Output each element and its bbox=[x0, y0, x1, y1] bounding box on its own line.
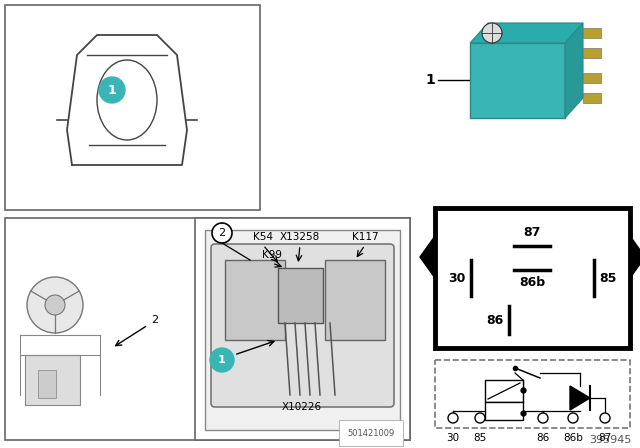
Text: 86: 86 bbox=[536, 433, 550, 443]
Text: 85: 85 bbox=[599, 271, 617, 284]
Polygon shape bbox=[470, 23, 583, 43]
Text: 30: 30 bbox=[448, 271, 466, 284]
Text: 395945: 395945 bbox=[589, 435, 632, 445]
Bar bbox=[583, 28, 601, 38]
Text: K99: K99 bbox=[262, 250, 282, 260]
Text: 85: 85 bbox=[474, 433, 486, 443]
Text: 1: 1 bbox=[108, 83, 116, 96]
Bar bbox=[205, 230, 400, 430]
Text: 87: 87 bbox=[598, 433, 612, 443]
Text: 1: 1 bbox=[425, 73, 435, 87]
Text: 30: 30 bbox=[447, 433, 460, 443]
FancyBboxPatch shape bbox=[211, 244, 394, 407]
Text: 1: 1 bbox=[218, 355, 226, 365]
Text: 86b: 86b bbox=[563, 433, 583, 443]
Bar bbox=[583, 93, 601, 103]
Bar bbox=[5, 218, 410, 440]
Polygon shape bbox=[570, 386, 590, 410]
Bar bbox=[38, 370, 56, 398]
Bar bbox=[195, 218, 410, 440]
Circle shape bbox=[27, 277, 83, 333]
Text: 87: 87 bbox=[524, 227, 541, 240]
Bar bbox=[470, 43, 565, 118]
Text: 501421009: 501421009 bbox=[348, 428, 395, 438]
Circle shape bbox=[99, 77, 125, 103]
Text: 86b: 86b bbox=[519, 276, 545, 289]
Bar bbox=[435, 360, 630, 428]
Circle shape bbox=[538, 413, 548, 423]
Circle shape bbox=[568, 413, 578, 423]
Circle shape bbox=[212, 223, 232, 243]
Bar bbox=[325, 260, 385, 340]
Bar bbox=[583, 73, 601, 83]
Text: K54: K54 bbox=[253, 232, 273, 242]
Bar bbox=[225, 260, 285, 340]
Bar bbox=[25, 355, 80, 405]
Text: X10226: X10226 bbox=[282, 402, 322, 412]
Bar bbox=[485, 380, 523, 402]
Ellipse shape bbox=[97, 60, 157, 140]
Text: X13258: X13258 bbox=[280, 232, 320, 242]
Text: 86: 86 bbox=[486, 314, 504, 327]
Polygon shape bbox=[565, 23, 583, 118]
Circle shape bbox=[448, 413, 458, 423]
Polygon shape bbox=[630, 236, 640, 278]
Polygon shape bbox=[420, 236, 435, 278]
Bar bbox=[278, 268, 323, 323]
Text: K117: K117 bbox=[352, 232, 378, 242]
Circle shape bbox=[475, 413, 485, 423]
Text: 2: 2 bbox=[152, 315, 159, 325]
Bar bbox=[5, 5, 260, 210]
Bar bbox=[485, 402, 523, 420]
Circle shape bbox=[210, 348, 234, 372]
Circle shape bbox=[45, 295, 65, 315]
Circle shape bbox=[482, 23, 502, 43]
Bar bbox=[435, 208, 630, 348]
Bar bbox=[583, 48, 601, 58]
Circle shape bbox=[600, 413, 610, 423]
Text: 2: 2 bbox=[218, 228, 225, 238]
